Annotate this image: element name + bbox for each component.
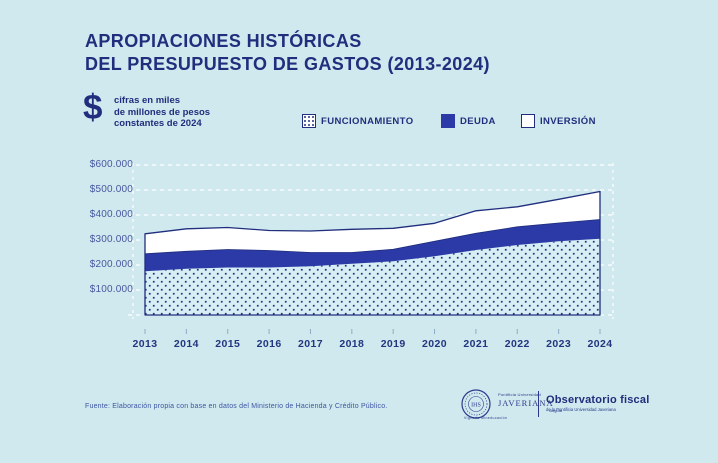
- observatorio-name: Observatorio fiscal: [546, 394, 650, 406]
- stack-outline: [144, 190, 601, 316]
- legend-label-funcionamiento: FUNCIONAMIENTO: [321, 115, 414, 127]
- funcionamiento-swatch-icon: [302, 114, 316, 128]
- observatorio-subtitle: de la Pontificia Universidad Javeriana: [546, 407, 616, 412]
- seal-monogram: IHS: [471, 403, 481, 409]
- javeriana-seal-icon: IHS: [461, 389, 491, 419]
- branding-divider: [538, 391, 539, 417]
- deuda-swatch-icon: [441, 114, 455, 128]
- area-deuda: [145, 219, 600, 272]
- unit-note-line2: de millones de pesos: [114, 106, 211, 118]
- unit-note-line1: cifras en miles: [114, 95, 181, 106]
- legend-item-deuda: DEUDA: [441, 112, 496, 130]
- deuda-top-line: [144, 219, 601, 255]
- chart-legend: FUNCIONAMIENTO DEUDA INVERSIÓN: [0, 112, 718, 132]
- page-title: APROPIACIONES HISTÓRICAS DEL PRESUPUESTO…: [85, 30, 645, 76]
- dollar-icon: $: [83, 88, 103, 127]
- legend-item-funcionamiento: FUNCIONAMIENTO: [302, 112, 414, 130]
- branding-block: IHS Pontificia Universidad JAVERIANA Bog…: [458, 386, 698, 426]
- page-title-line2: DEL PRESUPUESTO DE GASTOS (2013-2024): [85, 54, 490, 74]
- university-city: Bogotá: [549, 408, 562, 413]
- area-funcionamiento: [145, 238, 600, 315]
- university-note: Vigilada Mineducación: [464, 416, 508, 420]
- legend-label-deuda: DEUDA: [460, 115, 496, 127]
- source-note: Fuente: Elaboración propia con base en d…: [85, 403, 388, 410]
- university-name: JAVERIANA: [498, 398, 554, 408]
- page-title-line1: APROPIACIONES HISTÓRICAS: [85, 31, 362, 51]
- legend-item-inversion: INVERSIÓN: [521, 112, 596, 130]
- observatorio-wordmark: Observatorio fiscal de la Pontificia Uni…: [546, 394, 686, 412]
- unit-note-line3: constantes de 2024: [114, 118, 202, 129]
- inversion-swatch-icon: [521, 114, 535, 128]
- area-inversion: [145, 191, 600, 254]
- legend-label-inversion: INVERSIÓN: [540, 115, 596, 127]
- university-small-text: Pontificia Universidad: [498, 392, 541, 397]
- university-wordmark: Pontificia Universidad JAVERIANA Bogotá: [498, 392, 578, 413]
- unit-note-text: cifras en miles de millones de pesos con…: [114, 95, 294, 130]
